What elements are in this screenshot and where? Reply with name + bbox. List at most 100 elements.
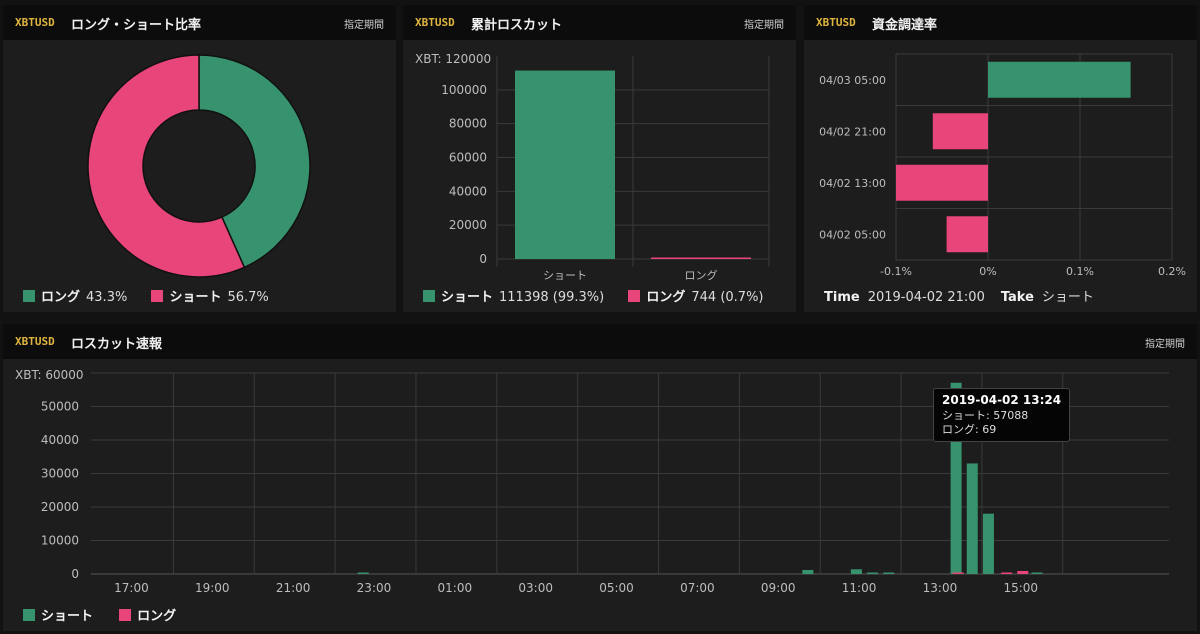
y-tick-label: 0 — [71, 567, 79, 581]
y-tick-label: 100000 — [441, 83, 487, 97]
period-button[interactable]: 指定期間 — [744, 20, 784, 31]
x-tick-label: 11:00 — [842, 581, 877, 595]
cumulative-bar-chart: XBT: 120000 0 20000 40000 60000 80000 100000 ショ… — [415, 52, 770, 282]
chart-tooltip: 2019-04-02 13:24 ショート: 57088 ロング: 69 — [933, 388, 1071, 442]
bar — [988, 61, 1131, 98]
x-tick-label: ショート — [543, 269, 587, 282]
y-unit-label: XBT: 60000 — [15, 368, 84, 382]
bar — [515, 70, 615, 259]
legend-value: 56.7% — [227, 290, 269, 305]
y-tick-label: 0 — [479, 252, 487, 266]
y-unit-label: XBT: 120000 — [415, 52, 491, 66]
legend-swatch — [23, 290, 35, 302]
y-tick-label: 30000 — [41, 467, 79, 481]
bar — [867, 572, 879, 574]
bar — [946, 216, 988, 253]
bar — [966, 463, 978, 574]
x-tick-label: 09:00 — [761, 581, 796, 595]
x-tick-label: 13:00 — [923, 581, 958, 595]
y-tick-label: 04/02 21:00 — [819, 125, 886, 138]
legend-label: ロング — [41, 290, 81, 305]
ratio-legend: ロング 43.3% ショート 56.7% — [23, 286, 289, 305]
symbol-label: XBTUSD — [816, 16, 856, 29]
legend-value: 744 (0.7%) — [691, 290, 764, 305]
y-tick-label: 04/02 05:00 — [819, 228, 886, 241]
donut-chart — [87, 54, 311, 278]
tooltip-time: 2019-04-02 13:24 — [942, 393, 1062, 407]
y-tick-label: 04/03 05:00 — [819, 74, 886, 87]
liq-legend: ショート ロング — [23, 605, 182, 624]
donut-slice — [87, 54, 246, 278]
period-button[interactable]: 指定期間 — [1145, 339, 1185, 350]
funding-bar-chart: -0.1% 0% 0.1% 0.2% 04/03 05:00 04/02 21:00 04/… — [819, 53, 1186, 278]
x-tick-label: 01:00 — [438, 581, 473, 595]
y-tick-label: 50000 — [41, 400, 79, 414]
x-tick-label: 0% — [979, 265, 996, 278]
legend-item-short[interactable]: ショート 56.7% — [151, 286, 288, 305]
panel-title: ロスカット速報 — [71, 337, 163, 352]
take-value: ショート — [1041, 290, 1094, 305]
bar — [952, 572, 964, 574]
y-tick-label: 40000 — [41, 433, 79, 447]
legend-label: ショート — [169, 290, 222, 305]
y-tick-label: 40000 — [449, 184, 487, 198]
y-tick-label: 60000 — [449, 151, 487, 165]
y-tick-label: 20000 — [41, 500, 79, 514]
x-tick-label: 15:00 — [1003, 581, 1038, 595]
legend-item-short[interactable]: ショート 111398 (99.3%) — [423, 286, 624, 305]
bar — [1017, 570, 1029, 574]
liq-panel: XBTUSD ロスカット速報 指定期間 XBT: 60000 0 10000 2000… — [3, 324, 1197, 631]
ratio-panel: XBTUSD ロング・ショート比率 指定期間 ロング 43.3% ショート 56.7… — [3, 5, 396, 312]
period-button[interactable]: 指定期間 — [344, 20, 384, 31]
bar — [802, 569, 814, 574]
legend-item-long[interactable]: ロング 744 (0.7%) — [628, 286, 783, 305]
legend-label: ロング — [137, 609, 177, 624]
time-value: 2019-04-02 21:00 — [867, 290, 985, 305]
x-tick-label: -0.1% — [880, 265, 912, 278]
symbol-label: XBTUSD — [415, 16, 455, 29]
take-label: Take — [1000, 290, 1034, 305]
cumulative-panel: XBTUSD 累計ロスカット 指定期間 XBT: 120000 0 20000 400… — [403, 5, 796, 312]
legend-swatch — [23, 609, 35, 621]
symbol-label: XBTUSD — [15, 335, 55, 348]
legend-swatch — [423, 290, 435, 302]
funding-header: XBTUSD 資金調達率 — [804, 5, 1197, 40]
bar — [651, 257, 751, 259]
liq-header: XBTUSD ロスカット速報 指定期間 — [3, 324, 1197, 359]
funding-info: Time 2019-04-02 21:00 Take ショート — [824, 286, 1094, 305]
bar — [950, 382, 962, 574]
x-tick-label: 03:00 — [518, 581, 553, 595]
time-label: Time — [824, 290, 860, 305]
bar — [1031, 572, 1043, 574]
symbol-label: XBTUSD — [15, 16, 55, 29]
legend-label: ショート — [41, 609, 94, 624]
x-tick-label: 19:00 — [195, 581, 230, 595]
y-tick-label: 80000 — [449, 117, 487, 131]
legend-value: 111398 (99.3%) — [499, 290, 605, 305]
funding-panel: XBTUSD 資金調達率 -0.1% 0% 0.1% 0.2% 04/03 05:00 0… — [804, 5, 1197, 312]
bar — [883, 572, 895, 574]
ratio-header: XBTUSD ロング・ショート比率 指定期間 — [3, 5, 396, 40]
legend-item-long[interactable]: ロング — [119, 605, 182, 624]
bar — [932, 113, 988, 150]
x-tick-label: 17:00 — [114, 581, 149, 595]
bar — [896, 164, 988, 201]
legend-label: ショート — [441, 290, 494, 305]
panel-title: 累計ロスカット — [471, 18, 563, 33]
x-tick-label: 07:00 — [680, 581, 715, 595]
bar — [850, 569, 862, 574]
y-tick-label: 10000 — [41, 534, 79, 548]
legend-item-long[interactable]: ロング 43.3% — [23, 286, 147, 305]
y-tick-label: 20000 — [449, 218, 487, 232]
legend-swatch — [151, 290, 164, 302]
cumulative-header: XBTUSD 累計ロスカット 指定期間 — [403, 5, 796, 40]
bar — [357, 572, 369, 574]
y-tick-label: 04/02 13:00 — [819, 177, 886, 190]
tooltip-short: ショート: 57088 — [942, 409, 1029, 422]
tooltip-long: ロング: 69 — [942, 423, 997, 436]
legend-label: ロング — [646, 290, 686, 305]
panel-title: ロング・ショート比率 — [71, 18, 202, 33]
legend-item-short[interactable]: ショート — [23, 605, 115, 624]
x-tick-label: 0.2% — [1158, 265, 1186, 278]
legend-value: 43.3% — [86, 290, 128, 305]
